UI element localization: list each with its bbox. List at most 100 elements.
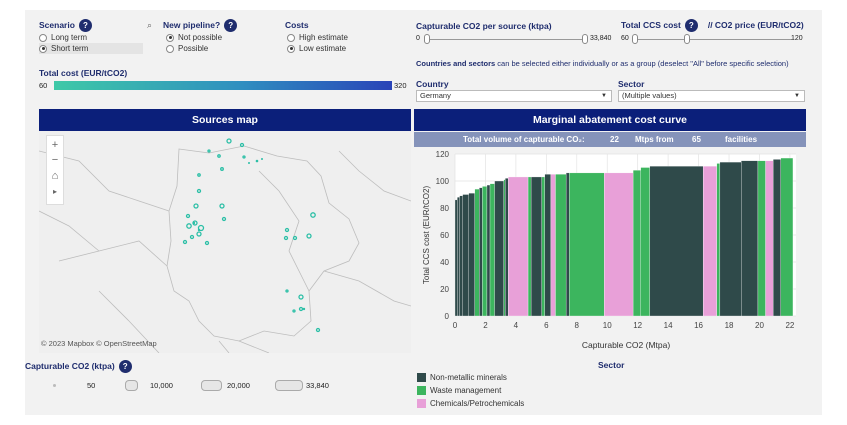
macc-bar[interactable] [555,174,567,317]
ccs-slider-max-handle[interactable] [684,34,690,44]
zoom-out-icon[interactable]: − [51,154,59,166]
scenario-filter: Scenario? Long term Short term [39,18,143,54]
macc-bar[interactable] [741,160,759,317]
macc-bar[interactable] [719,161,742,317]
macc-bar[interactable] [530,176,542,317]
radio-selected-icon [166,33,174,42]
x-tick-label: 10 [603,321,612,330]
search-icon[interactable]: ⌕ [147,20,153,30]
legend-item[interactable]: Non-metallic minerals [417,371,524,384]
macc-bar[interactable] [702,165,717,317]
total-cost-max: 320 [394,81,407,90]
pipeline-option-not-possible[interactable]: Not possible [163,32,237,43]
macc-bar[interactable] [468,193,475,317]
macc-bar[interactable] [505,178,509,317]
legend-item[interactable]: Waste management [417,384,524,397]
macc-bar[interactable] [565,172,570,317]
macc-bar[interactable] [550,174,556,317]
costs-title: Costs [285,20,309,30]
macc-bar[interactable] [489,183,495,317]
pipeline-filter: New pipeline?? Not possible Possible [163,18,238,54]
macc-bar[interactable] [765,160,774,317]
costs-option-low[interactable]: Low estimate [285,43,348,54]
macc-bar[interactable] [640,167,651,317]
bars [454,157,794,317]
macc-bar[interactable] [569,172,605,317]
play-icon[interactable]: ▸ [52,187,57,196]
macc-bar[interactable] [757,160,766,317]
x-tick-label: 4 [514,321,519,330]
home-icon[interactable]: ⌂ [51,170,59,182]
macc-bar[interactable] [454,199,458,317]
capturable-slider-min: 0 [416,35,420,42]
legend-item[interactable]: Chemicals/Petrochemicals [417,397,524,410]
macc-bar[interactable] [527,176,532,317]
radio-selected-icon [39,44,47,53]
y-tick-label: 120 [436,150,450,159]
capturable-slider-max-handle[interactable] [582,34,588,44]
macc-bar[interactable] [544,174,552,317]
size-legend-help-icon[interactable]: ? [118,360,132,374]
sector-dropdown[interactable]: (Multiple values) ▼ [618,90,805,102]
macc-bar[interactable] [649,165,704,317]
macc-bar[interactable] [773,159,781,317]
macc-bar[interactable] [482,186,488,317]
sources-map[interactable]: + − ⌂ ▸ © 2023 Mapbox © OpenStreetMap [39,131,411,353]
sector-legend: Non-metallic minerals Waste management C… [417,371,524,410]
zoom-in-icon[interactable]: + [51,139,59,151]
x-tick-label: 12 [633,321,642,330]
macc-title: Marginal abatement cost curve [414,109,806,131]
total-cost-gradient [54,81,392,90]
capturable-slider-max: 33,840 [590,35,612,42]
macc-bar[interactable] [486,184,491,317]
macc-bar[interactable] [459,195,463,317]
macc-bar[interactable] [604,172,634,317]
size-legend-value: 33,840 [306,381,329,390]
legend-swatch [417,386,426,395]
costs-option-high[interactable]: High estimate [285,32,348,43]
y-tick-label: 20 [440,285,449,294]
sector-legend-title: Sector [598,360,625,370]
pipeline-help-icon[interactable]: ? [224,19,238,33]
selection-note: Countries and sectors can be selected ei… [416,59,789,68]
pipeline-option-possible[interactable]: Possible [163,43,237,54]
map-controls [46,135,64,205]
macc-bar[interactable] [780,157,794,317]
ccs-help-icon[interactable]: ? [684,19,698,33]
macc-bar[interactable] [503,179,506,317]
macc-bar[interactable] [716,163,721,317]
macc-bar[interactable] [462,194,469,317]
y-ticks: 0 20 40 60 80 100 120 [436,150,450,321]
scenario-option-short[interactable]: Short term [39,43,143,54]
macc-chart: 0 20 40 60 80 100 120 0 2 4 6 8 10 12 14 16 18 20 22 Capt… [422,150,796,350]
scenario-help-icon[interactable]: ? [78,19,92,33]
x-tick-label: 16 [694,321,703,330]
total-cost-label: Total cost (EUR/tCO2) [39,68,128,78]
chevron-down-icon: ▼ [794,93,800,99]
size-legend-bubble [125,380,138,391]
ccs-slider-min-handle[interactable] [632,34,638,44]
macc-bar[interactable] [479,187,483,317]
costs-filter: Costs High estimate Low estimate [285,18,348,54]
capturable-slider-track[interactable] [424,39,584,40]
size-legend-title: Capturable CO2 (ktpa) [25,361,115,371]
macc-bar[interactable] [474,188,480,317]
size-legend-value: 20,000 [227,381,250,390]
macc-bar[interactable] [541,176,545,317]
capturable-slider-min-handle[interactable] [424,34,430,44]
ccs-slider-track[interactable] [632,39,792,40]
ccs-slider-label: Total CCS cost [621,20,681,30]
y-tick-label: 60 [440,231,449,240]
scenario-option-long[interactable]: Long term [39,32,143,43]
macc-bar[interactable] [457,197,460,317]
x-axis-label: Capturable CO2 (Mtpa) [582,340,671,350]
total-cost-min: 60 [39,81,48,90]
size-legend-header: Capturable CO2 (ktpa)? [25,359,132,374]
macc-bar[interactable] [508,176,529,317]
x-tick-label: 2 [483,321,488,330]
macc-bar[interactable] [494,180,504,317]
ccs-slider-min: 60 [621,35,629,42]
size-legend-bubble [201,380,222,391]
macc-bar[interactable] [632,170,641,317]
country-dropdown[interactable]: Germany ▼ [416,90,612,102]
